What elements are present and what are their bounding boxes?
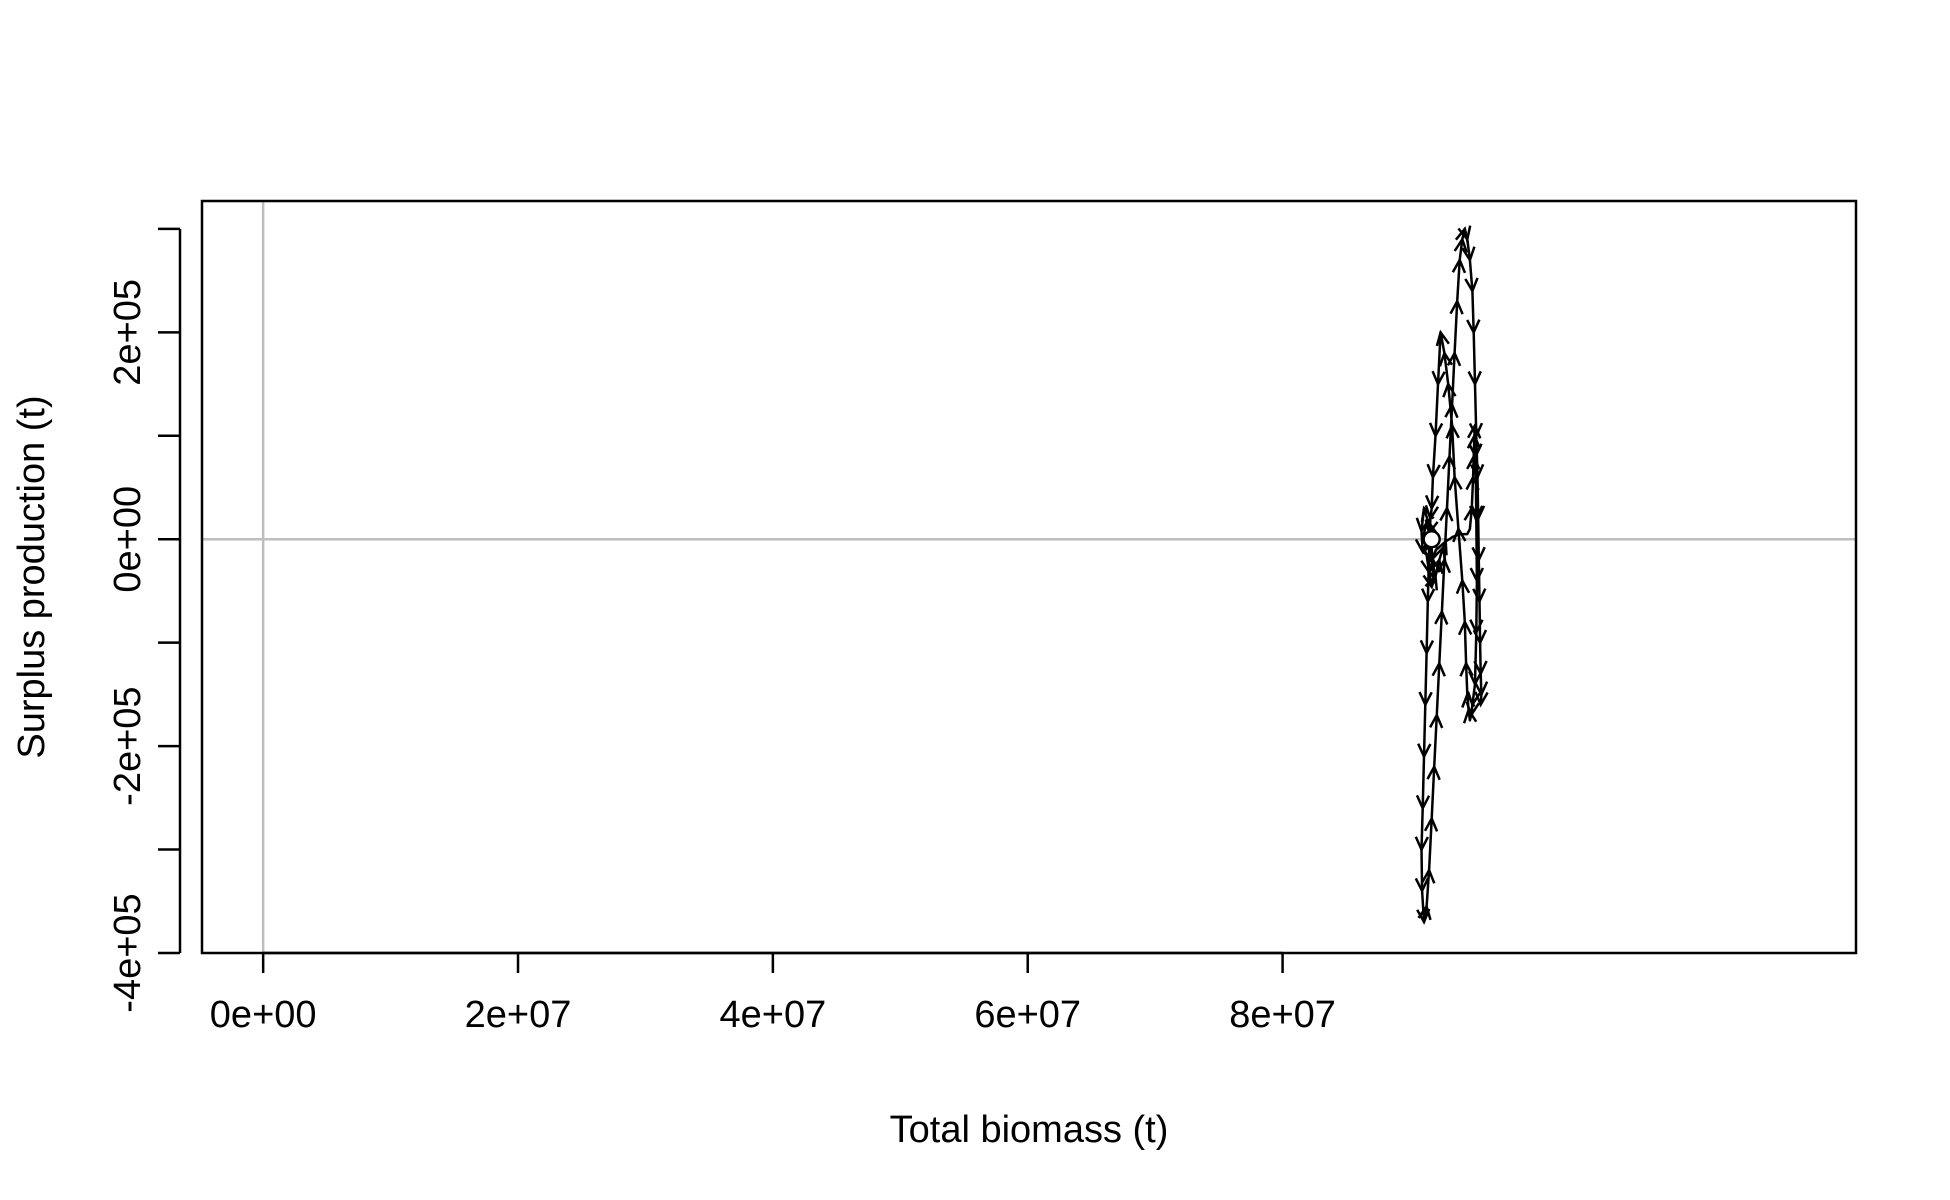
x-tick-label: 2e+07 [465,994,572,1036]
y-tick-label: -2e+05 [107,686,149,805]
trajectory-arrowhead [1472,629,1488,646]
trajectory-arrowhead [1415,794,1431,812]
trajectory-arrowhead [1418,691,1433,708]
trajectory-arrowhead [1474,691,1489,708]
trajectory-arrowhead [1439,505,1454,522]
current-point-marker [1422,529,1441,549]
y-axis: -4e+05 -2e+05 0e+00 2e+05 [107,227,182,1013]
trajectory-arrowhead [1462,707,1478,724]
plot-frame [200,199,1858,955]
trajectory-arrowhead [1469,463,1485,481]
trajectory-arrowhead [1469,619,1484,636]
x-tick-label: 0e+00 [210,994,317,1036]
trajectory-arrowhead [1435,329,1450,347]
trajectory-arrowhead [1464,277,1479,294]
trajectory-arrowhead [1434,608,1449,625]
y-tick-label: 0e+00 [107,486,149,593]
trajectory-arrowhead [1424,494,1440,512]
trajectory-arrowhead [1428,422,1444,439]
trajectory-arrowhead [1432,544,1447,562]
x-axis: 0e+00 2e+07 4e+07 6e+07 8e+07 [210,951,1336,1036]
trajectory-arrowhead [1468,443,1483,460]
x-tick-label: 6e+07 [974,994,1081,1036]
trajectory-arrowhead [1426,463,1441,481]
trajectory-arrowhead [1471,546,1486,563]
trajectory-arrowhead [1459,660,1474,677]
x-axis-title: Total biomass (t) [890,1109,1169,1151]
trajectory-arrowhead [1449,298,1464,315]
trajectory-arrowhead [1429,557,1444,574]
trajectory-arrowhead [1436,557,1452,574]
trajectory-arrowhead [1473,681,1489,698]
trajectory-arrowhead [1468,422,1484,439]
trajectory-arrowhead [1455,577,1471,595]
trajectory-arrowhead [1465,474,1480,491]
trajectory-arrowhead [1445,422,1460,439]
trajectory-arrowhead [1466,319,1481,336]
trajectory-arrowhead [1473,660,1488,677]
trajectory-arrowhead [1461,246,1476,263]
trajectory-arrowhead [1414,836,1430,853]
series-line [1420,227,1483,924]
trajectory-arrowhead [1419,639,1435,656]
trajectory-arrowhead [1426,763,1441,781]
trajectory-arrowhead [1457,619,1473,636]
trajectory-arrowhead [1417,903,1432,921]
trajectory-arrowhead [1468,505,1484,522]
series-layer [1414,225,1489,925]
trajectory-arrowhead [1441,453,1457,470]
trajectory-arrowhead [1423,815,1439,832]
trajectory-arrowhead [1431,660,1446,677]
trajectory-arrowhead [1448,474,1463,491]
trajectory-arrowhead [1417,743,1432,760]
trajectory-arrowhead [1415,517,1430,534]
x-tick-label: 4e+07 [720,994,827,1036]
trajectory-arrowhead [1470,505,1486,522]
y-axis-title: Surplus production (t) [11,395,53,758]
trajectory-arrowhead [1442,381,1457,398]
trajectory-arrowhead [1469,567,1485,584]
trajectory-arrowhead [1472,588,1487,605]
trajectory-arrowhead [1457,225,1472,243]
x-tick-label: 8e+07 [1229,994,1336,1036]
trajectory-arrowhead [1461,691,1476,708]
trajectory-arrowhead [1453,236,1468,253]
trajectory-arrowhead [1467,422,1482,439]
trajectory-arrowhead [1424,573,1439,591]
y-tick-label: 2e+05 [107,279,149,386]
trajectory-arrowhead [1431,370,1446,387]
trajectory-arrowhead [1420,588,1436,605]
trajectory-arrowhead [1414,877,1430,894]
trajectory-arrowhead [1429,712,1444,729]
reference-lines [202,201,1856,953]
trajectory-arrowhead [1434,538,1448,556]
trajectory-arrowhead [1467,370,1482,387]
trajectory-arrowhead [1420,558,1435,576]
trajectory-arrowhead [1421,867,1436,884]
trajectory-arrowhead [1446,350,1462,367]
trajectory-arrowhead [1444,401,1459,419]
trajectory-arrowhead [1451,257,1467,274]
trajectory-arrowhead [1424,504,1440,522]
trajectory-arrowhead [1466,453,1481,470]
y-tick-label: -4e+05 [107,893,149,1012]
trajectory-arrowhead [1452,526,1467,543]
